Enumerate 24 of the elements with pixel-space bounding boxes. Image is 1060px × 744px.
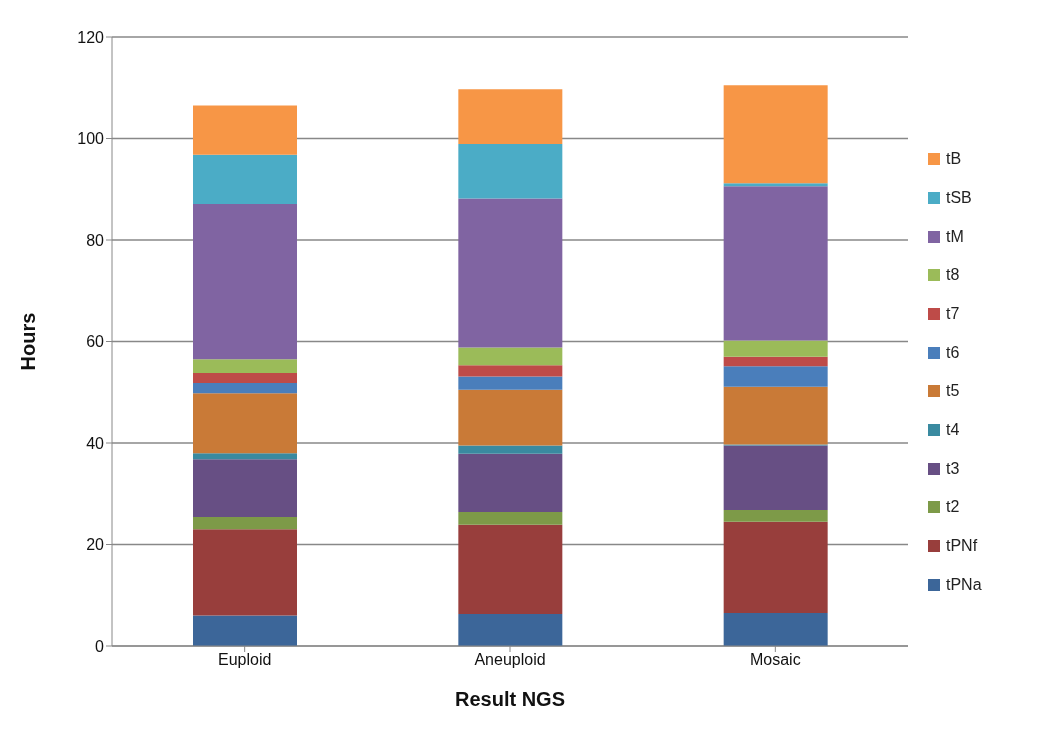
legend-label: tPNf	[946, 537, 978, 556]
y-tick-label: 0	[95, 637, 105, 655]
x-tick-label: Euploid	[217, 651, 272, 669]
legend-label: tM	[946, 227, 964, 246]
y-tick-label: 80	[86, 231, 105, 249]
legend-label: t8	[946, 266, 960, 285]
legend-label: tB	[946, 150, 962, 169]
legend-label: t7	[946, 304, 960, 323]
y-axis-title: Hours	[17, 312, 40, 371]
legend-label: tPNa	[946, 575, 982, 594]
legend-label: t2	[946, 498, 960, 517]
legend-label: t3	[946, 459, 960, 478]
legend-label: t6	[946, 343, 960, 362]
y-tick-label: 100	[77, 130, 105, 148]
x-tick-label: Aneuploid	[474, 651, 546, 669]
y-tick-label: 20	[86, 536, 105, 554]
legend-label: t5	[946, 382, 960, 401]
legend-label: tSB	[946, 188, 972, 207]
y-tick-label: 40	[86, 434, 105, 452]
y-tick-label: 120	[77, 28, 105, 46]
x-axis-title: Result NGS	[454, 688, 566, 710]
legend-label: t4	[946, 421, 960, 440]
x-tick-label: Mosaic	[749, 651, 801, 669]
y-tick-label: 60	[86, 333, 105, 351]
